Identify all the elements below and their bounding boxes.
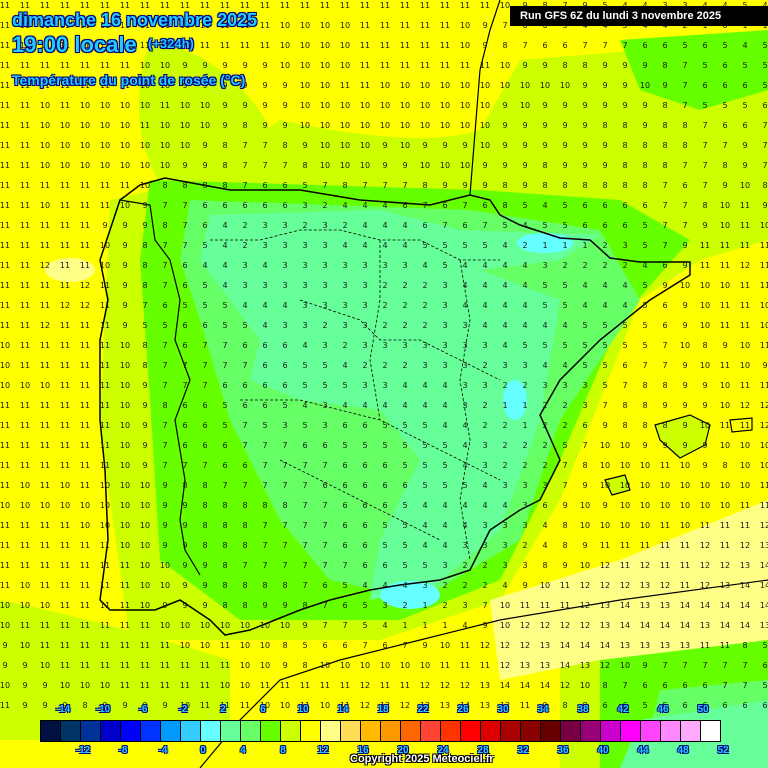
legend-swatch bbox=[161, 721, 181, 741]
legend-swatch bbox=[661, 721, 681, 741]
legend-label-top: 6 bbox=[260, 704, 266, 715]
legend-swatch bbox=[561, 721, 581, 741]
copyright: Copyright 2025 Meteociel.fr bbox=[350, 753, 494, 765]
legend-label-bottom: 20 bbox=[397, 745, 409, 756]
legend-swatch bbox=[421, 721, 441, 741]
legend-swatch bbox=[501, 721, 521, 741]
legend-label-bottom: -12 bbox=[75, 745, 91, 756]
legend-swatch bbox=[381, 721, 401, 741]
legend-label-bottom: 36 bbox=[557, 745, 569, 756]
legend-swatch bbox=[441, 721, 461, 741]
legend-label-bottom: 16 bbox=[357, 745, 369, 756]
legend-label-bottom: 40 bbox=[597, 745, 609, 756]
zone-cyan bbox=[380, 581, 440, 609]
run-label: Run GFS 6Z du lundi 3 novembre 2025 bbox=[510, 6, 768, 26]
forecast-time: 19:00 locale bbox=[12, 32, 137, 57]
legend-swatch bbox=[81, 721, 101, 741]
legend-label-top: 46 bbox=[657, 704, 669, 715]
legend-label-top: -10 bbox=[95, 704, 111, 715]
legend-label-top: 10 bbox=[297, 704, 309, 715]
lead-time: (+324h) bbox=[148, 36, 194, 51]
legend-label-bottom: 24 bbox=[437, 745, 449, 756]
legend-swatch bbox=[121, 721, 141, 741]
balearic-mallorca bbox=[654, 414, 711, 459]
legend-label-bottom: 4 bbox=[240, 745, 246, 756]
balearic-ibiza bbox=[604, 474, 631, 496]
legend-swatch bbox=[681, 721, 701, 741]
border-portugal-spain bbox=[119, 199, 201, 576]
legend-swatch bbox=[41, 721, 61, 741]
legend-swatch bbox=[601, 721, 621, 741]
legend-swatch bbox=[621, 721, 641, 741]
zone-cyan bbox=[517, 233, 573, 253]
legend-swatch bbox=[101, 721, 121, 741]
legend-label-top: 38 bbox=[577, 704, 589, 715]
zone-pale-yellow bbox=[490, 500, 768, 680]
legend-label-top: 18 bbox=[377, 704, 389, 715]
legend-label-bottom: 8 bbox=[280, 745, 286, 756]
legend-label-top: -6 bbox=[138, 704, 148, 715]
zone-cyan bbox=[503, 380, 527, 420]
legend-swatch bbox=[341, 721, 361, 741]
legend-label-top: 34 bbox=[537, 704, 549, 715]
legend-label-bottom: 28 bbox=[477, 745, 489, 756]
legend-swatch bbox=[241, 721, 261, 741]
legend-label-bottom: 0 bbox=[200, 745, 206, 756]
legend-swatch bbox=[261, 721, 281, 741]
coastline-north-africa bbox=[199, 579, 768, 768]
zone-bright-green bbox=[620, 30, 768, 110]
legend-swatch bbox=[321, 721, 341, 741]
legend-swatch bbox=[401, 721, 421, 741]
legend-label-bottom: -8 bbox=[118, 745, 128, 756]
legend-swatch bbox=[461, 721, 481, 741]
legend-label-top: 30 bbox=[497, 704, 509, 715]
legend-swatch bbox=[201, 721, 221, 741]
zone-yellow-green bbox=[0, 600, 230, 740]
region-borders bbox=[210, 229, 501, 561]
legend-label-bottom: 12 bbox=[317, 745, 329, 756]
legend-label-top: 42 bbox=[617, 704, 629, 715]
legend-swatch bbox=[301, 721, 321, 741]
coastline bbox=[99, 177, 691, 636]
legend-label-top: 50 bbox=[697, 704, 709, 715]
forecast-date: dimanche 16 novembre 2025 bbox=[12, 10, 258, 30]
balearic-menorca bbox=[729, 417, 753, 433]
zone-cool-interior bbox=[200, 210, 600, 600]
legend-swatch bbox=[361, 721, 381, 741]
legend-label-bottom: -4 bbox=[158, 745, 168, 756]
legend-label-top: 14 bbox=[337, 704, 349, 715]
legend-swatch bbox=[141, 721, 161, 741]
legend-swatch bbox=[481, 721, 501, 741]
border-france-spain bbox=[469, 0, 501, 196]
legend-swatch bbox=[221, 721, 241, 741]
legend-label-top: -14 bbox=[55, 704, 71, 715]
legend-label-bottom: 48 bbox=[677, 745, 689, 756]
legend-label-bottom: 44 bbox=[637, 745, 649, 756]
legend-label-bottom: 52 bbox=[717, 745, 729, 756]
legend-label-top: 22 bbox=[417, 704, 429, 715]
legend-label-top: 26 bbox=[457, 704, 469, 715]
color-legend bbox=[40, 720, 721, 742]
legend-label-bottom: 32 bbox=[517, 745, 529, 756]
legend-swatch bbox=[581, 721, 601, 741]
zone-pale-yellow bbox=[45, 258, 95, 282]
legend-swatch bbox=[701, 721, 720, 741]
legend-swatch bbox=[281, 721, 301, 741]
legend-label-top: -2 bbox=[178, 704, 188, 715]
legend-swatch bbox=[181, 721, 201, 741]
legend-swatch bbox=[61, 721, 81, 741]
variable-title: Température du point de rosée (°C) bbox=[12, 72, 246, 88]
legend-swatch bbox=[641, 721, 661, 741]
legend-swatch bbox=[521, 721, 541, 741]
legend-label-top: 2 bbox=[220, 704, 226, 715]
legend-swatch bbox=[541, 721, 561, 741]
